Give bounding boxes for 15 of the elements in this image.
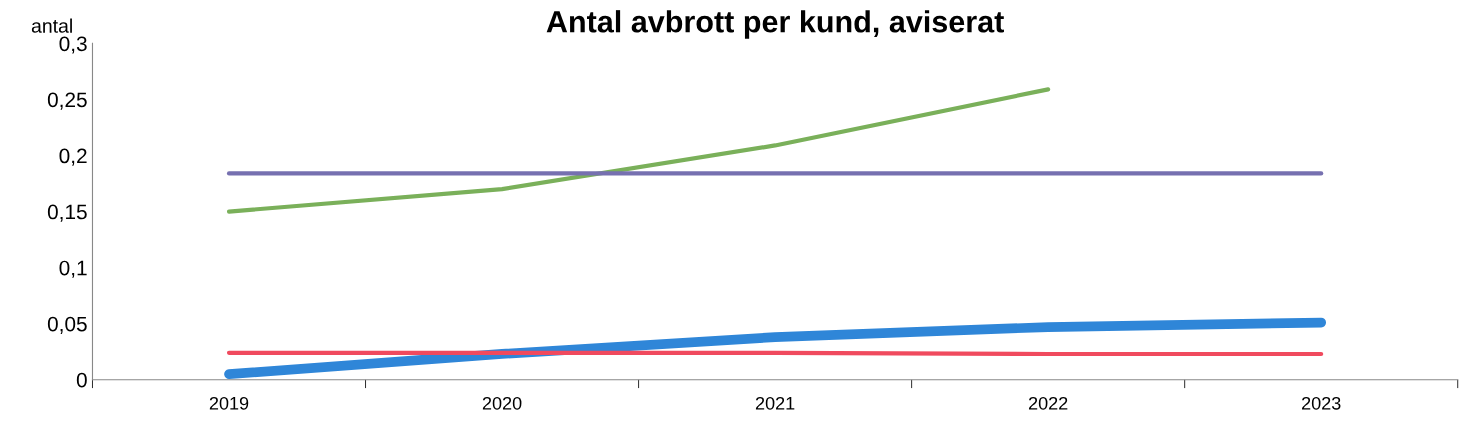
- y-tick-label: 0,15: [47, 204, 87, 222]
- y-tick-label: 0,2: [59, 148, 87, 166]
- y-tick-label: 0,25: [47, 92, 87, 110]
- x-tick-label: 2020: [482, 396, 522, 410]
- y-tick-label: 0,1: [59, 260, 87, 278]
- line-series: [226, 87, 1051, 214]
- y-tick-label: 0,05: [47, 316, 87, 334]
- x-tick-label: 2022: [1028, 396, 1068, 410]
- x-tick-label: 2019: [209, 396, 249, 410]
- x-tick-label: 2023: [1302, 396, 1341, 410]
- y-axis-title: antal: [31, 18, 72, 33]
- y-tick-label: 0,3: [59, 36, 87, 54]
- x-tick-label: 2021: [755, 396, 795, 410]
- y-tick-label: 0: [76, 372, 87, 388]
- chart-title: Antal avbrott per kund, aviserat: [546, 10, 1004, 39]
